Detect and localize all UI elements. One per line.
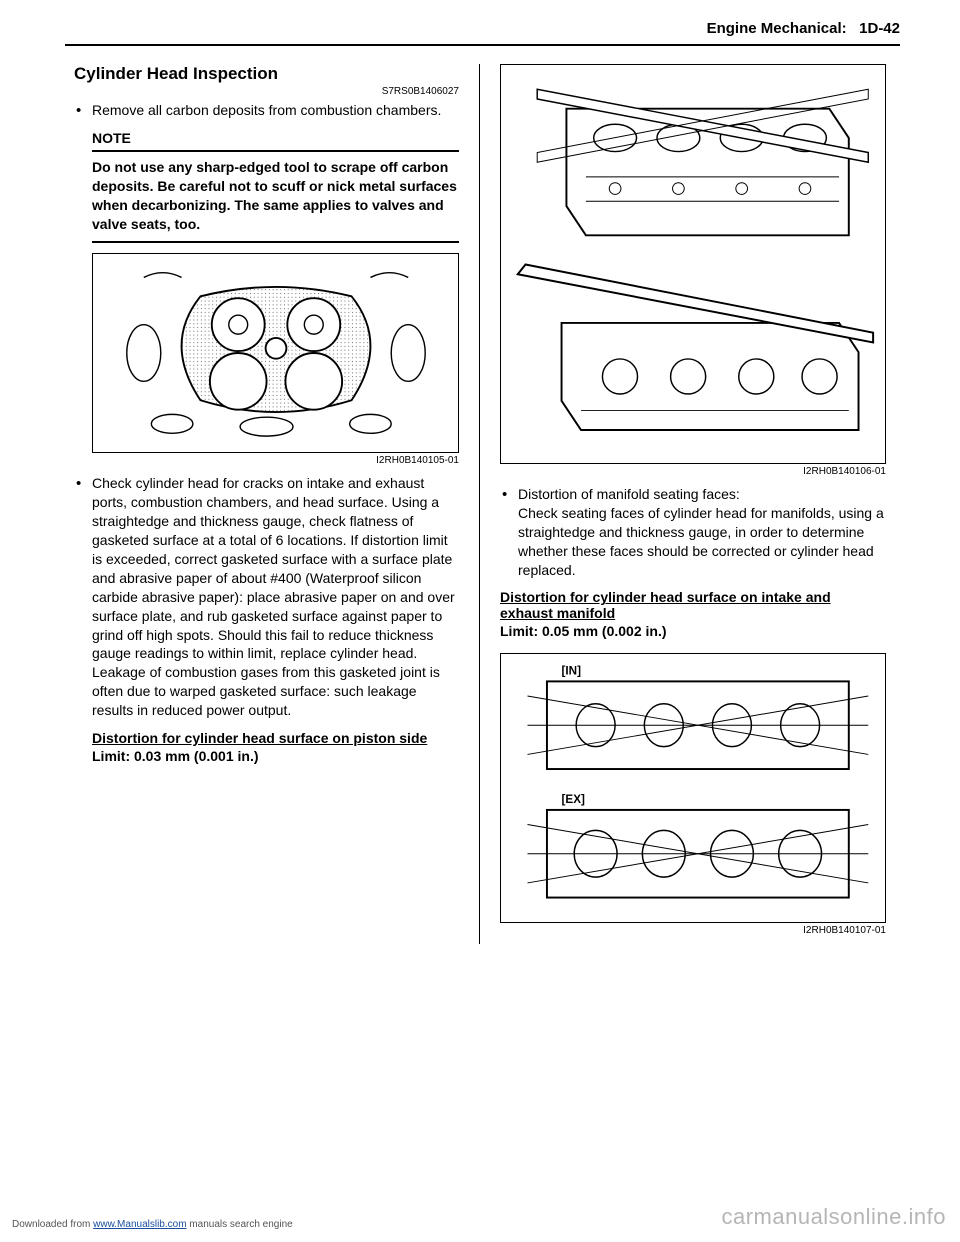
page-header: Engine Mechanical: 1D-42 xyxy=(707,20,900,37)
spec-manifold: Distortion for cylinder head surface on … xyxy=(500,589,886,639)
spec-piston-side: Distortion for cylinder head surface on … xyxy=(92,730,459,764)
figure-combustion-chamber xyxy=(92,253,459,453)
right-column: I2RH0B140106-01 Distortion of manifold s… xyxy=(480,64,900,944)
note-body: Do not use any sharp-edged tool to scrap… xyxy=(92,158,459,234)
combustion-chamber-svg xyxy=(106,258,446,448)
note-block: NOTE Do not use any sharp-edged tool to … xyxy=(92,130,459,244)
ex-label: [EX] xyxy=(562,793,585,806)
header-rule xyxy=(65,44,900,46)
header-section: Engine Mechanical: xyxy=(707,20,847,37)
spec2-title: Distortion for cylinder head surface on … xyxy=(500,589,886,621)
spec1-title: Distortion for cylinder head surface on … xyxy=(92,730,459,746)
figure-in-ex-faces: [IN] [EX] xyxy=(500,653,886,923)
bullet-check-cracks: Check cylinder head for cracks on intake… xyxy=(74,474,459,720)
header-page: 1D-42 xyxy=(859,20,900,37)
bullet-list-3: Distortion of manifold seating faces: Ch… xyxy=(500,485,886,579)
bullet-list-2: Check cylinder head for cracks on intake… xyxy=(74,474,459,720)
watermark: carmanualsonline.info xyxy=(721,1204,946,1230)
figure1-code: I2RH0B140105-01 xyxy=(74,455,459,466)
in-label: [IN] xyxy=(562,665,582,678)
page: Engine Mechanical: 1D-42 Cylinder Head I… xyxy=(0,0,960,1242)
note-rule-top xyxy=(92,150,459,152)
figure-straightedge xyxy=(500,64,886,464)
bullet-manifold-seating: Distortion of manifold seating faces: Ch… xyxy=(500,485,886,579)
content-columns: Cylinder Head Inspection S7RS0B1406027 R… xyxy=(60,64,900,944)
footer-link[interactable]: www.Manualslib.com xyxy=(93,1219,186,1230)
section-title: Cylinder Head Inspection xyxy=(74,64,459,84)
in-ex-svg: [IN] [EX] xyxy=(508,656,878,921)
title-refcode: S7RS0B1406027 xyxy=(74,86,459,97)
footer-prefix: Downloaded from xyxy=(12,1219,93,1230)
footer-suffix: manuals search engine xyxy=(187,1219,293,1230)
footer: Downloaded from www.Manualslib.com manua… xyxy=(12,1219,293,1230)
figure3-code: I2RH0B140107-01 xyxy=(500,925,886,936)
spec1-value: Limit: 0.03 mm (0.001 in.) xyxy=(92,748,459,764)
figure2-code: I2RH0B140106-01 xyxy=(500,466,886,477)
straightedge-svg xyxy=(508,67,878,462)
bullet-remove-carbon: Remove all carbon deposits from combusti… xyxy=(74,101,459,120)
note-label: NOTE xyxy=(92,130,459,148)
left-column: Cylinder Head Inspection S7RS0B1406027 R… xyxy=(60,64,480,944)
spec2-value: Limit: 0.05 mm (0.002 in.) xyxy=(500,623,886,639)
bullet-list-1: Remove all carbon deposits from combusti… xyxy=(74,101,459,120)
note-rule-bottom xyxy=(92,241,459,243)
